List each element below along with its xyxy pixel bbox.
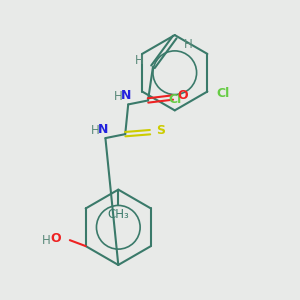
Text: H: H xyxy=(135,54,143,67)
Text: CH₃: CH₃ xyxy=(107,208,129,221)
Text: H: H xyxy=(184,38,193,52)
Text: Cl: Cl xyxy=(217,87,230,100)
Text: O: O xyxy=(51,232,61,245)
Text: N: N xyxy=(121,89,131,102)
Text: N: N xyxy=(98,123,109,136)
Text: H: H xyxy=(91,124,100,137)
Text: H: H xyxy=(114,90,123,103)
Text: Cl: Cl xyxy=(168,93,182,106)
Text: H: H xyxy=(42,234,50,247)
Text: O: O xyxy=(177,89,188,102)
Text: S: S xyxy=(156,124,165,137)
